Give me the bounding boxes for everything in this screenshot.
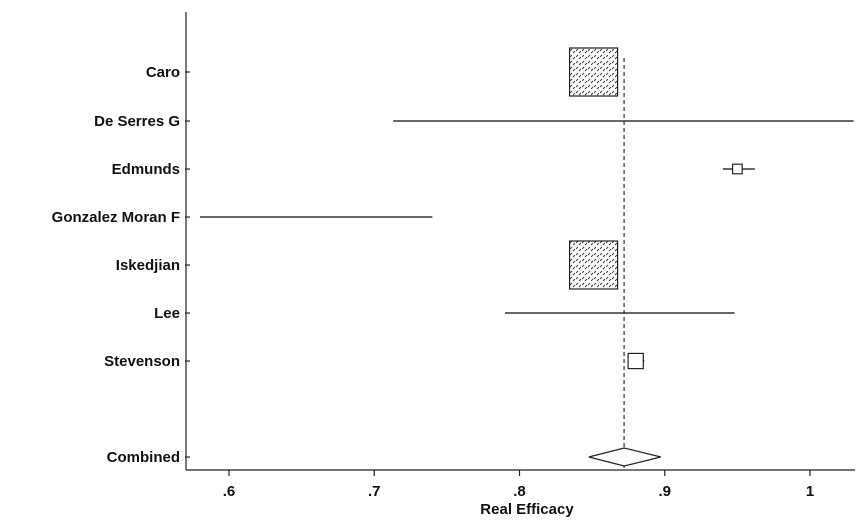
study-label: Iskedjian: [116, 257, 180, 274]
study-weight-box: [568, 240, 619, 290]
study-label: Caro: [146, 64, 180, 81]
study-label: Gonzalez Moran F: [52, 209, 180, 226]
study-label: Edmunds: [112, 161, 180, 178]
study-label: De Serres G: [94, 113, 180, 130]
combined-diamond: [588, 447, 661, 467]
study-weight-box: [731, 163, 743, 175]
x-tick-label: .8: [513, 483, 526, 500]
x-axis-title: Real Efficacy: [480, 501, 574, 518]
study-label: Lee: [154, 305, 180, 322]
study-weight-box: [568, 47, 619, 97]
x-tick-label: .6: [223, 483, 236, 500]
combined-label: Combined: [107, 449, 180, 466]
x-tick-label: .9: [658, 483, 671, 500]
plot-area: .6 .7 .8 .9 1 Caro De Serres G Edmunds Gonzalez …: [52, 12, 855, 500]
x-tick-label: .7: [368, 483, 381, 500]
study-weight-box: [627, 352, 644, 370]
study-label: Stevenson: [104, 353, 180, 370]
x-tick-label: 1: [806, 483, 814, 500]
